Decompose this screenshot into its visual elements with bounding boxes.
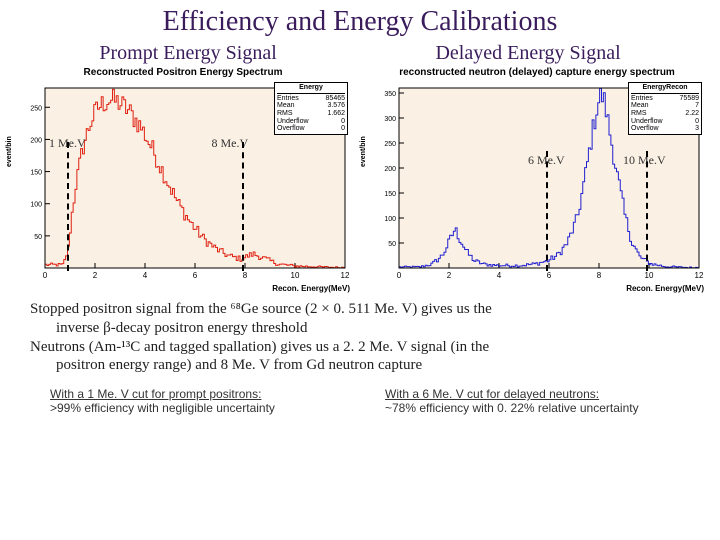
svg-text:4: 4	[143, 271, 148, 280]
svg-text:200: 200	[30, 137, 42, 144]
svg-text:2: 2	[93, 271, 98, 280]
svg-text:2: 2	[447, 271, 452, 280]
svg-text:350: 350	[384, 91, 396, 98]
svg-text:10: 10	[291, 271, 300, 280]
footer-r1: With a 6 Me. V cut for delayed neutrons:	[385, 387, 680, 401]
svg-text:250: 250	[30, 105, 42, 112]
footer-l2: >99% efficiency with negligible uncertai…	[50, 401, 345, 415]
svg-text:4: 4	[497, 271, 502, 280]
body-l3: Neutrons (Am-¹³C and tagged spallation) …	[30, 338, 690, 357]
body-l1: Stopped positron signal from the ⁶⁸Ge so…	[30, 300, 690, 319]
svg-text:0: 0	[397, 271, 402, 280]
left-chart: Reconstructed Positron Energy Spectrum 0…	[10, 67, 356, 290]
left-statbox: EnergyEntries85465Mean3.576RMS1.662Under…	[274, 82, 348, 135]
right-subhead: Delayed Energy Signal	[435, 42, 620, 65]
svg-text:200: 200	[384, 166, 396, 173]
left-xlabel: Recon. Energy(MeV)	[272, 284, 350, 293]
left-subhead: Prompt Energy Signal	[99, 42, 276, 65]
body-text: Stopped positron signal from the ⁶⁸Ge so…	[0, 294, 720, 375]
svg-text:250: 250	[384, 141, 396, 148]
svg-text:10: 10	[645, 271, 654, 280]
footer-r2: ~78% efficiency with 0. 22% relative unc…	[385, 401, 680, 415]
charts-row: Reconstructed Positron Energy Spectrum 0…	[0, 65, 720, 294]
svg-text:8: 8	[597, 271, 602, 280]
svg-text:300: 300	[384, 116, 396, 123]
right-chart-title: reconstructed neutron (delayed) capture …	[364, 67, 710, 78]
svg-text:0: 0	[43, 271, 48, 280]
right-cut-line-2	[646, 151, 648, 271]
svg-text:8: 8	[243, 271, 248, 280]
footer-left: With a 1 Me. V cut for prompt positrons:…	[50, 387, 345, 415]
right-xlabel: Recon. Energy(MeV)	[626, 284, 704, 293]
svg-text:150: 150	[384, 191, 396, 198]
subhead-row: Prompt Energy Signal Delayed Energy Sign…	[0, 38, 720, 65]
left-cut-line-2	[242, 142, 244, 271]
svg-text:100: 100	[384, 216, 396, 223]
footer-right: With a 6 Me. V cut for delayed neutrons:…	[385, 387, 680, 415]
svg-text:6: 6	[193, 271, 198, 280]
svg-text:150: 150	[30, 170, 42, 177]
svg-text:12: 12	[341, 271, 350, 280]
svg-text:100: 100	[30, 202, 42, 209]
body-l2: inverse β-decay positron energy threshol…	[30, 319, 690, 338]
svg-text:50: 50	[388, 241, 396, 248]
left-ylabel: event/bin	[6, 136, 13, 167]
page-title: Efficiency and Energy Calibrations	[0, 0, 720, 38]
right-ann-10mev: 10 Me.V	[623, 153, 666, 168]
right-statbox: EnergyReconEntries75589Mean7RMS2.22Under…	[628, 82, 702, 135]
svg-text:50: 50	[34, 234, 42, 241]
right-ylabel: event/bin	[360, 136, 367, 167]
svg-text:12: 12	[695, 271, 704, 280]
left-chart-title: Reconstructed Positron Energy Spectrum	[10, 67, 356, 78]
right-cut-line-1	[546, 151, 548, 271]
left-cut-line-1	[67, 142, 69, 271]
body-l4: positron energy range) and 8 Me. V from …	[30, 356, 690, 375]
svg-text:6: 6	[547, 271, 552, 280]
footer-row: With a 1 Me. V cut for prompt positrons:…	[0, 375, 720, 415]
footer-l1: With a 1 Me. V cut for prompt positrons:	[50, 387, 345, 401]
right-chart: reconstructed neutron (delayed) capture …	[364, 67, 710, 290]
